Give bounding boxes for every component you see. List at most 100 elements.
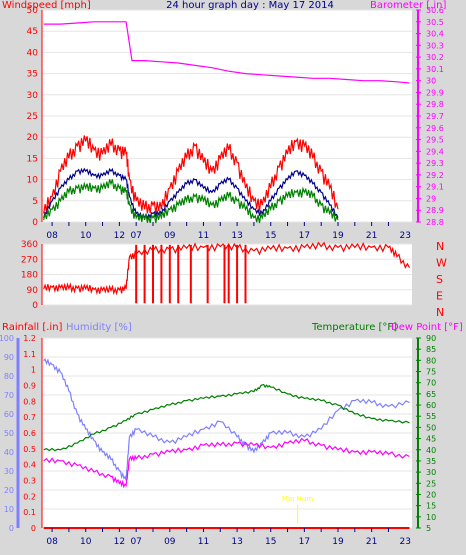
baro-tick-label: 29.9 xyxy=(426,88,444,97)
baro-tick-label: 30 xyxy=(426,77,436,86)
temperature-axis-title: Temperature [°F] xyxy=(311,322,397,333)
dewpoint-axis-title: Dew Point [°F] xyxy=(391,322,463,333)
baro-tick-label: 29.4 xyxy=(426,147,444,156)
humidity-tick-label: 80 xyxy=(4,372,14,381)
wind-gust-series xyxy=(43,135,339,215)
wind-average-series xyxy=(43,167,339,220)
panel3-x-tick-label: 08 xyxy=(46,537,58,547)
panel1-x-tick-label: 19 xyxy=(332,231,344,241)
wind-tick-label: 45 xyxy=(27,27,38,37)
humidity-tick-label: 50 xyxy=(4,429,14,438)
humidity-axis-title: Humidity [%] xyxy=(66,322,132,333)
compass-label: N xyxy=(436,240,444,253)
humidity-tick-label: 40 xyxy=(4,448,14,457)
temperature-tick-label: 50 xyxy=(426,423,436,432)
panel1-x-tick-label: 15 xyxy=(265,231,276,241)
baro-tick-label: 29.6 xyxy=(426,124,444,133)
panel1-x-tick-label: 12 xyxy=(114,231,125,241)
baro-axis-title: Barometer [.in] xyxy=(370,0,446,11)
wind-tick-label: 35 xyxy=(27,70,38,80)
wind-tick-label: 50 xyxy=(27,6,39,16)
baro-tick-label: 29.8 xyxy=(426,100,444,109)
rain-tick-label: 0.9 xyxy=(23,382,36,391)
rain-tick-label: 1.1 xyxy=(23,350,36,359)
temperature-tick-label: 40 xyxy=(426,446,436,455)
compass-label: W xyxy=(436,257,447,270)
panel1-x-tick-label: 07 xyxy=(130,231,141,241)
panel1-x-tick-label: 23 xyxy=(400,231,411,241)
baro-tick-label: 30.2 xyxy=(426,53,444,62)
direction-tick-label: 180 xyxy=(21,271,38,281)
panel3-x-tick-label: 12 xyxy=(114,537,125,547)
humidity-tick-label: 20 xyxy=(4,486,14,495)
wind-speed-series xyxy=(43,179,339,224)
panel3-x-tick-label: 21 xyxy=(366,537,377,547)
temperature-tick-label: 85 xyxy=(426,345,436,354)
direction-tick-label: 90 xyxy=(27,286,39,296)
compass-label: N xyxy=(436,306,444,319)
panel1-x-tick-label: 08 xyxy=(46,231,58,241)
wind-tick-label: 0 xyxy=(32,218,38,228)
baro-tick-label: 30.3 xyxy=(426,41,444,50)
direction-tick-label: 360 xyxy=(21,240,38,250)
rain-tick-label: 0.6 xyxy=(23,429,36,438)
rain-tick-label: 0.1 xyxy=(23,508,36,517)
baro-tick-label: 30.5 xyxy=(426,18,444,27)
temperature-tick-label: 25 xyxy=(426,479,436,488)
baro-tick-label: 29.1 xyxy=(426,183,444,192)
wind-tick-label: 5 xyxy=(32,197,38,207)
panel3-x-tick-label: 17 xyxy=(299,537,310,547)
wind-tick-label: 10 xyxy=(27,176,39,186)
panel1-x-tick-label: 13 xyxy=(231,231,242,241)
panel1-x-tick-label: 17 xyxy=(299,231,310,241)
temperature-tick-label: 65 xyxy=(426,390,436,399)
wind-axis-title: Windspeed [mph] xyxy=(2,0,91,11)
wind-tick-label: 40 xyxy=(27,48,39,58)
panel1-x-tick-label: 21 xyxy=(366,231,377,241)
temperature-tick-label: 80 xyxy=(426,356,436,365)
compass-label: S xyxy=(436,273,443,286)
rain-tick-label: 0.7 xyxy=(23,413,36,422)
baro-tick-label: 29.3 xyxy=(426,159,444,168)
panel3-x-tick-label: 09 xyxy=(164,537,176,547)
chart-title: 24 hour graph day : May 17 2014 xyxy=(166,0,334,11)
baro-tick-label: 29 xyxy=(426,194,436,203)
humidity-tick-label: 90 xyxy=(4,353,14,362)
humidity-tick-label: 30 xyxy=(4,467,14,476)
barometer-series xyxy=(43,21,410,84)
rain-tick-label: 0.4 xyxy=(23,461,36,470)
humidity-tick-label: 60 xyxy=(4,410,14,419)
rain-tick-label: 1.2 xyxy=(23,334,36,343)
rainfall-axis-title: Rainfall [.in] xyxy=(2,322,63,333)
panel1-x-tick-label: 10 xyxy=(80,231,92,241)
temperature-tick-label: 30 xyxy=(426,468,436,477)
rain-tick-label: 0 xyxy=(31,524,36,533)
panel3-x-tick-label: 11 xyxy=(198,537,209,547)
humidity-tick-label: 100 xyxy=(0,334,14,343)
baro-tick-label: 29.7 xyxy=(426,112,444,121)
temperature-tick-label: 20 xyxy=(426,490,436,499)
compass-label: E xyxy=(436,290,443,303)
temperature-tick-label: 15 xyxy=(426,502,436,511)
baro-tick-label: 29.5 xyxy=(426,136,444,145)
direction-tick-label: 270 xyxy=(21,255,38,265)
temperature-tick-label: 60 xyxy=(426,401,436,410)
baro-tick-label: 28.9 xyxy=(426,206,444,215)
rain-tick-label: 0.8 xyxy=(23,397,36,406)
humidity-tick-label: 10 xyxy=(4,505,14,514)
wind-tick-label: 20 xyxy=(27,133,39,143)
temperature-tick-label: 55 xyxy=(426,412,436,421)
baro-tick-label: 30.6 xyxy=(426,6,444,15)
temperature-tick-label: 35 xyxy=(426,457,436,466)
temperature-tick-label: 45 xyxy=(426,435,436,444)
temperature-series xyxy=(43,383,410,452)
dewpoint-series xyxy=(43,437,410,489)
rain-tick-label: 0.2 xyxy=(23,492,36,501)
direction-tick-label: 0 xyxy=(32,301,38,311)
panel1-x-tick-label: 09 xyxy=(164,231,176,241)
panel3-x-tick-label: 10 xyxy=(80,537,92,547)
rain-tick-label: 0.3 xyxy=(23,477,36,486)
panel3-x-tick-label: 07 xyxy=(130,537,141,547)
